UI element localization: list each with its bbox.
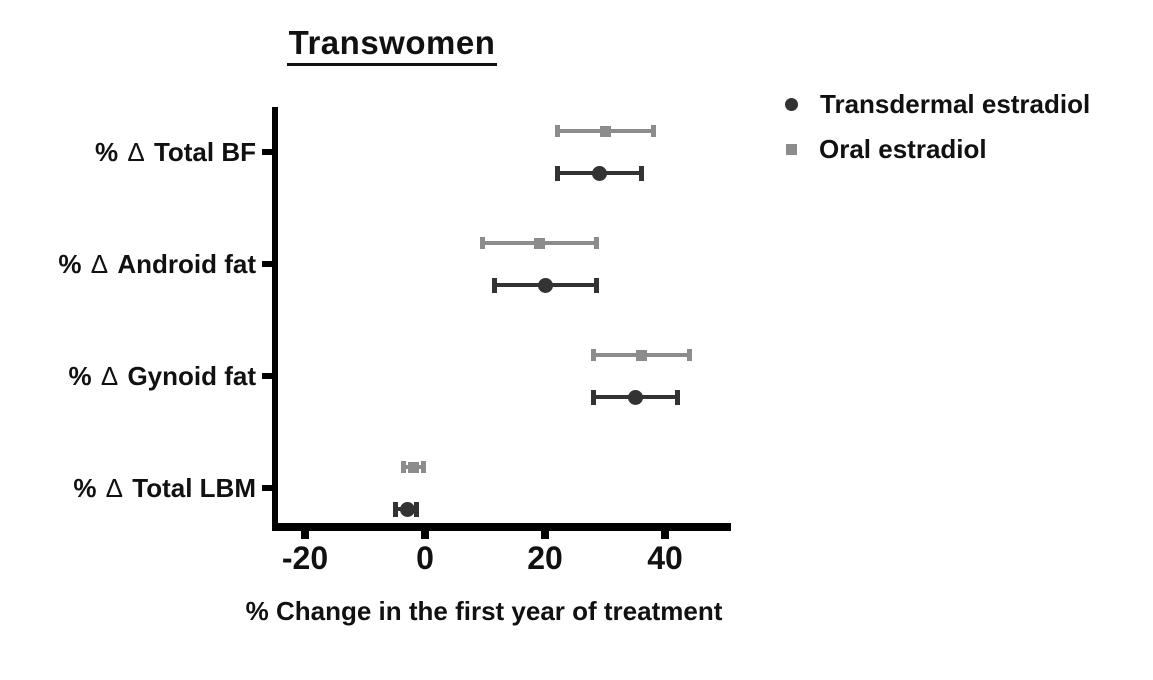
x-tick-label: 20 — [527, 540, 563, 576]
error-bar-cap — [492, 277, 497, 293]
error-bar-cap — [675, 389, 680, 405]
error-bar-cap — [594, 237, 599, 249]
chart-title-text: Transwomen — [286, 24, 498, 66]
error-bar-cap — [591, 389, 596, 405]
legend-label: Transdermal estradiol — [820, 88, 1091, 119]
error-bar-cap — [555, 165, 560, 181]
data-point-marker — [627, 389, 643, 405]
delta-symbol: Δ — [100, 361, 119, 391]
data-point-marker — [407, 461, 419, 473]
y-tick — [262, 149, 272, 155]
y-tick — [262, 485, 272, 491]
y-tick — [262, 261, 272, 267]
category-label: % Δ Gynoid fat — [68, 361, 257, 391]
error-bar-cap — [414, 501, 419, 517]
x-tick — [301, 530, 309, 539]
data-point-marker — [537, 277, 553, 293]
delta-symbol: Δ — [127, 137, 145, 167]
data-point-marker — [635, 349, 647, 361]
legend: Transdermal estradiol Oral estradiol — [785, 86, 1090, 176]
y-axis-line — [272, 107, 278, 531]
circle-marker-icon — [785, 97, 798, 111]
error-bar-cap — [687, 349, 692, 361]
x-tick — [541, 530, 549, 539]
x-tick-label: 40 — [647, 540, 683, 576]
error-bar-cap — [480, 237, 485, 249]
x-axis-title: % Change in the first year of treatment — [245, 596, 723, 626]
error-bar-cap — [393, 501, 398, 517]
data-point-marker — [399, 501, 415, 517]
error-bar-cap — [400, 461, 406, 473]
y-tick — [262, 373, 272, 379]
error-bar-cap — [639, 165, 644, 181]
delta-symbol: Δ — [90, 249, 109, 279]
x-tick-label: 0 — [416, 540, 434, 576]
data-point-marker — [533, 237, 545, 249]
error-bar-cap — [421, 461, 427, 473]
category-label: % Δ Android fat — [58, 249, 256, 279]
chart-title: Transwomen — [232, 24, 552, 66]
category-label: % Δ Total BF — [95, 137, 256, 167]
legend-item-transdermal-estradiol: Transdermal estradiol — [785, 86, 1090, 122]
x-axis-line — [272, 523, 731, 531]
x-tick — [421, 530, 429, 539]
x-tick-label: -20 — [281, 540, 329, 576]
legend-label: Oral estradiol — [819, 133, 987, 164]
error-bar-cap — [651, 125, 656, 137]
error-bar-cap — [594, 277, 599, 293]
data-point-marker — [599, 125, 611, 137]
square-marker-icon — [786, 143, 797, 155]
delta-symbol: Δ — [105, 473, 124, 503]
error-bar-cap — [555, 125, 560, 137]
category-label: % Δ Total LBM — [73, 473, 256, 503]
data-point-marker — [591, 165, 607, 181]
x-tick — [661, 530, 669, 539]
error-bar-cap — [591, 349, 596, 361]
legend-item-oral-estradiol: Oral estradiol — [785, 131, 1090, 167]
